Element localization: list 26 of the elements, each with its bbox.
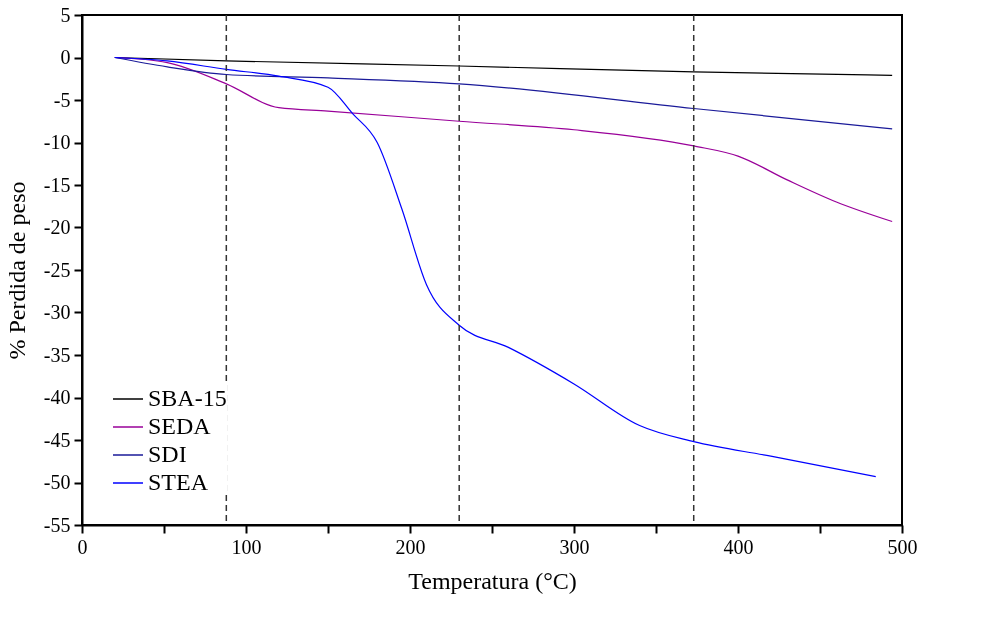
legend-label: SEDA [148, 413, 212, 439]
y-tick-label: -50 [43, 471, 71, 493]
y-axis-title: % Perdida de peso [3, 181, 30, 360]
y-tick-label: -15 [43, 173, 71, 196]
y-tick-label: -25 [43, 258, 71, 281]
y-tick-label: 5 [60, 3, 71, 26]
x-tick-label: 100 [231, 535, 262, 558]
y-tick-label: -35 [43, 343, 71, 366]
y-tick-label: -40 [43, 386, 71, 408]
legend-label: STEA [148, 469, 209, 495]
y-tick-label: 0 [60, 46, 71, 68]
y-tick-label: -30 [43, 301, 71, 323]
line-series [114, 56, 893, 130]
legend-label: SBA-15 [148, 385, 227, 411]
y-tick-label: -20 [43, 216, 71, 238]
y-tick-label: -45 [43, 428, 71, 451]
x-tick-label: 300 [559, 535, 590, 558]
x-tick-label: 200 [395, 535, 426, 558]
legend-label: SDI [148, 441, 187, 467]
y-tick-label: -55 [43, 513, 71, 536]
y-tick-label: -5 [53, 88, 71, 111]
x-axis-title: Temperatura (°C) [408, 567, 577, 594]
x-tick-label: 400 [723, 535, 754, 558]
x-tick-label: 500 [887, 535, 918, 558]
x-tick-label: 0 [77, 535, 88, 558]
y-tick-label: -10 [43, 131, 71, 153]
